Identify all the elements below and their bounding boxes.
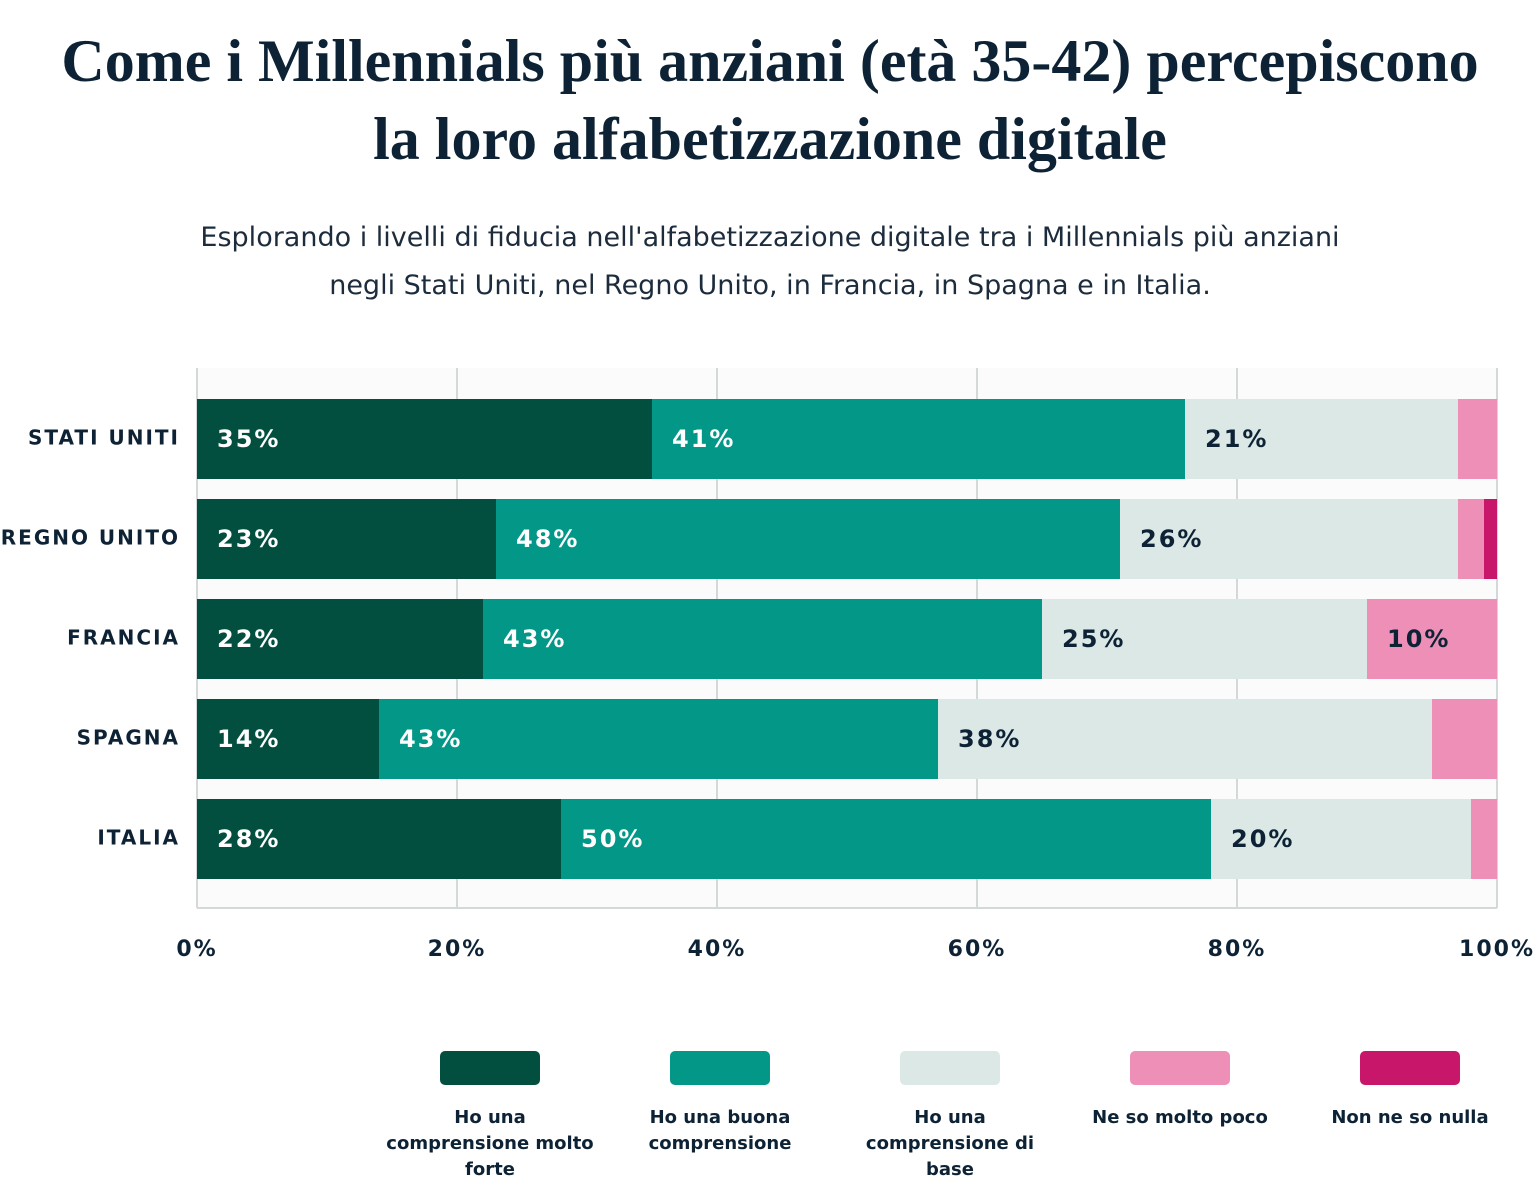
legend-item: Ho una buona comprensione <box>605 1051 835 1157</box>
legend-label: Ho una comprensione molto forte <box>386 1107 594 1180</box>
bar-segment <box>561 799 1211 879</box>
x-tick-label: 40% <box>688 937 747 962</box>
x-tick-label: 20% <box>428 937 487 962</box>
value-label: 38% <box>958 725 1021 753</box>
bar-segment <box>1458 399 1497 479</box>
legend-swatch <box>440 1051 540 1085</box>
legend: Ho una comprensione molto forte Ho una bu… <box>0 1051 1540 1180</box>
bar-segment <box>1432 699 1497 779</box>
chart-subtitle: Esplorando i livelli di fiducia nell'alf… <box>200 222 1340 301</box>
legend-label: Non ne so nulla <box>1331 1107 1489 1128</box>
value-label: 48% <box>516 525 579 553</box>
bar-segment <box>1042 599 1367 679</box>
bar-segment <box>496 499 1120 579</box>
bar-segment <box>483 599 1042 679</box>
chart: 0% 20% 40% 60% 80% 100% STATI UNITI 35% 41% 21% RE… <box>1 368 1535 962</box>
value-label: 10% <box>1387 625 1450 653</box>
bar-segment <box>1367 599 1497 679</box>
legend-label: Ne so molto poco <box>1092 1107 1268 1128</box>
bar-segment <box>197 399 652 479</box>
x-tick-label: 60% <box>948 937 1007 962</box>
x-tick-label: 100% <box>1459 937 1535 962</box>
value-label: 23% <box>217 525 280 553</box>
bar-segment <box>1471 799 1497 879</box>
bar-segment <box>197 799 561 879</box>
value-label: 28% <box>217 825 280 853</box>
legend-swatch <box>900 1051 1000 1085</box>
bar-segment <box>1458 499 1484 579</box>
legend-item: Non ne so nulla <box>1295 1051 1525 1131</box>
value-label: 14% <box>217 725 280 753</box>
value-label: 41% <box>672 425 735 453</box>
y-tick-label: SPAGNA <box>77 726 180 750</box>
legend-item: Ne so molto poco <box>1065 1051 1295 1131</box>
legend-swatch <box>1360 1051 1460 1085</box>
bar-segment <box>1185 399 1458 479</box>
value-label: 21% <box>1205 425 1268 453</box>
title-block: Come i Millennials più anziani (età 35-4… <box>0 22 1540 178</box>
y-tick-label: STATI UNITI <box>28 426 180 450</box>
chart-title: Come i Millennials più anziani (età 35-4… <box>61 28 1479 172</box>
x-tick-label: 80% <box>1208 937 1267 962</box>
value-label: 20% <box>1231 825 1294 853</box>
value-label: 43% <box>503 625 566 653</box>
bar-segment <box>379 699 938 779</box>
legend-label: Ho una comprensione di base <box>865 1107 1035 1180</box>
value-label: 26% <box>1140 525 1203 553</box>
subtitle-block: Esplorando i livelli di fiducia nell'alf… <box>0 214 1540 310</box>
bar-segment <box>197 499 496 579</box>
bar-segment <box>1120 499 1458 579</box>
bar-segment <box>652 399 1185 479</box>
bar-segment <box>197 699 379 779</box>
bar-segment <box>1211 799 1471 879</box>
y-tick-label: ITALIA <box>97 826 180 850</box>
legend-swatch <box>1130 1051 1230 1085</box>
value-label: 35% <box>217 425 280 453</box>
legend-item: Ho una comprensione di base <box>835 1051 1065 1183</box>
bar-segment <box>938 699 1432 779</box>
value-label: 50% <box>581 825 644 853</box>
bar-segment <box>1484 499 1497 579</box>
legend-label: Ho una buona comprensione <box>648 1107 792 1154</box>
x-tick-label: 0% <box>176 937 217 962</box>
legend-swatch <box>670 1051 770 1085</box>
value-label: 43% <box>399 725 462 753</box>
legend-item: Ho una comprensione molto forte <box>375 1051 605 1183</box>
y-tick-label: FRANCIA <box>67 626 180 650</box>
bar-segment <box>197 599 483 679</box>
value-label: 22% <box>217 625 280 653</box>
value-label: 25% <box>1062 625 1125 653</box>
y-tick-label: REGNO UNITO <box>1 526 180 550</box>
